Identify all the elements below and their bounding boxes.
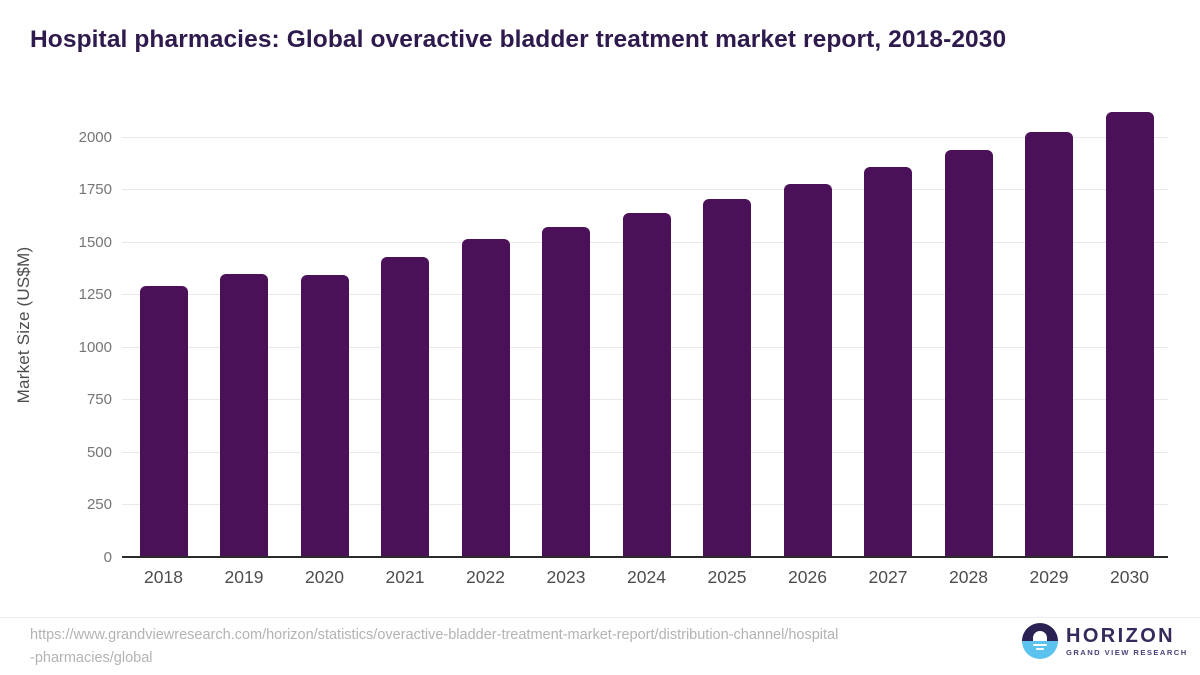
bar-2021 [381, 256, 429, 557]
x-axis-label: 2022 [466, 567, 505, 587]
y-tick-label: 750 [86, 391, 112, 408]
source-url: https://www.grandviewresearch.com/horizo… [30, 624, 838, 669]
bar-2022 [461, 239, 510, 557]
page-title: Hospital pharmacies: Global overactive b… [30, 26, 1007, 53]
x-axis-label: 2029 [1029, 567, 1069, 587]
bar-2030 [1105, 111, 1154, 557]
bar-2026 [783, 184, 832, 557]
x-axis-label: 2026 [788, 567, 827, 587]
bar-2024 [622, 213, 671, 557]
x-axis-label: 2023 [546, 567, 586, 587]
x-axis-label: 2030 [1110, 567, 1149, 587]
logo-name: HORIZON [1066, 624, 1176, 647]
logo-arch-shape [1033, 631, 1047, 641]
y-tick-label: 1750 [78, 181, 112, 198]
x-axis-label: 2024 [627, 567, 666, 587]
x-axis-line [122, 556, 1168, 558]
x-axis-label: 2028 [949, 567, 988, 587]
y-tick-label: 1000 [78, 338, 112, 356]
bar-2029 [1025, 132, 1073, 557]
logo-subtitle: GRAND VIEW RESEARCH [1066, 647, 1188, 657]
logo-reflection-line [1033, 643, 1047, 646]
y-tick-label: 2000 [78, 128, 112, 146]
bar-2018 [139, 286, 188, 557]
x-axis-label: 2021 [385, 567, 425, 587]
bar-2023 [542, 226, 590, 557]
bar-chart: 0 250 500 750 1000 1250 1500 1750 2000 Market Si… [14, 111, 1168, 587]
gridline [122, 189, 1168, 190]
x-axis-label: 2018 [144, 567, 183, 587]
x-axis-label: 2020 [305, 567, 344, 587]
y-tick-label: 250 [86, 496, 112, 513]
y-tick-label: 1250 [78, 286, 112, 303]
x-axis-label: 2027 [868, 567, 908, 587]
source-url-line-1: https://www.grandviewresearch.com/horizo… [30, 627, 839, 643]
x-axis-label: 2019 [224, 567, 264, 587]
logo-text: HORIZON GRAND VIEW RESEARCH [1066, 626, 1188, 657]
logo-reflection-line [1036, 648, 1044, 650]
x-axis-label: 2025 [707, 567, 747, 587]
bar-2020 [300, 275, 349, 557]
bar-2027 [864, 167, 912, 557]
horizon-sunset-icon [1022, 623, 1058, 659]
bar-2025 [703, 198, 751, 557]
y-tick-label: 500 [86, 443, 112, 461]
y-tick-label: 0 [103, 548, 112, 566]
bar-2028 [944, 150, 993, 557]
source-url-line-2: -pharmacies/global [30, 649, 153, 666]
y-tick-label: 1500 [78, 233, 112, 251]
gridline [122, 136, 1168, 138]
bar-2019 [220, 273, 268, 557]
horizon-logo: HORIZON GRAND VIEW RESEARCH [1022, 623, 1188, 659]
footer: https://www.grandviewresearch.com/horizo… [0, 617, 1200, 675]
